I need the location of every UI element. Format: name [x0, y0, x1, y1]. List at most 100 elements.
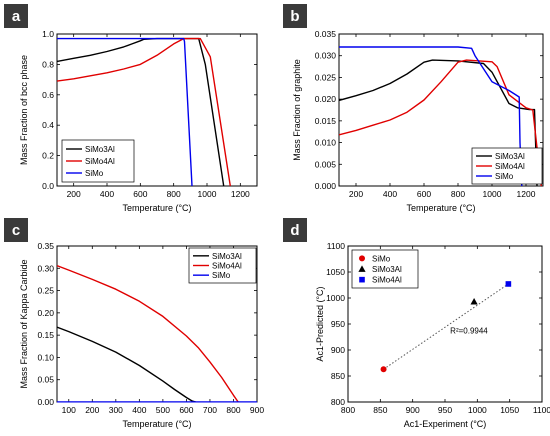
- y-tick-label: 0.30: [37, 263, 54, 273]
- data-point-simo: [380, 366, 387, 373]
- x-tick-label: 100: [62, 405, 76, 415]
- legend-label: SiMo4Al: [85, 157, 115, 166]
- y-tick-label: 0.025: [315, 72, 337, 82]
- y-tick-label: 0.8: [42, 59, 54, 69]
- x-tick-label: 850: [373, 405, 387, 415]
- y-tick-label: 0.010: [315, 138, 337, 148]
- x-axis-label: Temperature (°C): [406, 203, 475, 213]
- y-tick-label: 0.20: [37, 308, 54, 318]
- series-line-simo4al: [57, 37, 231, 187]
- panel-badge: [4, 218, 28, 242]
- x-tick-label: 800: [451, 189, 465, 199]
- legend-label: SiMo4Al: [495, 162, 525, 171]
- series-line-simo3al: [339, 59, 538, 187]
- x-tick-label: 300: [109, 405, 123, 415]
- plot-area: [339, 46, 542, 187]
- y-tick-label: 0.030: [315, 51, 337, 61]
- panel-badge: [283, 4, 307, 28]
- x-tick-label: 600: [179, 405, 193, 415]
- x-tick-label: 700: [203, 405, 217, 415]
- series-line-simo4al: [339, 59, 542, 187]
- x-axis-label: Temperature (°C): [122, 203, 191, 213]
- x-tick-label: 800: [341, 405, 355, 415]
- plot-area: [380, 281, 512, 373]
- panel-label: a: [12, 8, 21, 25]
- y-axis-label: Mass Fraction of bcc phase: [19, 55, 29, 165]
- x-tick-label: 600: [133, 189, 147, 199]
- x-tick-label: 400: [100, 189, 114, 199]
- panel-label: d: [290, 222, 299, 239]
- y-tick-label: 850: [331, 371, 345, 381]
- plot-area: [57, 264, 257, 403]
- x-tick-label: 200: [67, 189, 81, 199]
- x-tick-label: 900: [250, 405, 264, 415]
- x-tick-label: 900: [406, 405, 420, 415]
- y-tick-label: 0.4: [42, 120, 54, 130]
- y-tick-label: 1.0: [42, 29, 54, 39]
- y-tick-label: 0.15: [37, 330, 54, 340]
- plot-frame: [338, 33, 544, 187]
- y-tick-label: 0.00: [37, 397, 54, 407]
- panel-label: b: [290, 8, 299, 25]
- r-squared-annotation: R²=0.9944: [450, 326, 488, 335]
- y-tick-label: 0.10: [37, 352, 54, 362]
- y-tick-label: 900: [331, 345, 345, 355]
- y-tick-label: 1100: [327, 241, 346, 251]
- panel-badge: [283, 218, 307, 242]
- y-tick-label: 0.25: [37, 286, 54, 296]
- legend-label: SiMo3Al: [495, 152, 525, 161]
- y-tick-label: 0.0: [42, 181, 54, 191]
- series-line-simo3al: [57, 326, 196, 403]
- y-tick-label: 0.005: [315, 159, 337, 169]
- y-axis-label: Mass Fraction of Kappa Carbide: [19, 259, 29, 388]
- x-tick-label: 800: [226, 405, 240, 415]
- y-tick-label: 0.035: [315, 29, 337, 39]
- legend-label: SiMo: [212, 271, 231, 280]
- chart-panel-d: d 800 850 900 950 1000 1050 1100 800 850 900 950 100…: [283, 218, 550, 429]
- x-tick-label: 1200: [231, 189, 250, 199]
- chart-panel-a: a 200 400 600 800 1000 1200 0.0 0.2 0.4 0.6 0.8 1.0 T…: [4, 4, 258, 213]
- y-tick-label: 1050: [326, 267, 345, 277]
- x-tick-label: 1000: [198, 189, 217, 199]
- x-tick-label: 200: [349, 189, 363, 199]
- chart-panel-c: c 100 200 300 400 500 600 700 800 900 0.00 0.05 0.10…: [4, 218, 264, 429]
- x-tick-label: 1050: [500, 405, 519, 415]
- series-line-simo4al: [57, 264, 239, 403]
- x-axis-label: Ac1-Experiment (°C): [404, 419, 487, 429]
- data-point-simo3al: [470, 298, 478, 305]
- legend-label: SiMo4Al: [372, 276, 402, 285]
- legend-label: SiMo4Al: [212, 262, 242, 271]
- fit-line: [383, 283, 509, 370]
- legend-label: SiMo3Al: [212, 252, 242, 261]
- y-axis-label: Ac1-Predicted (°C): [315, 286, 325, 361]
- y-tick-label: 1000: [326, 293, 345, 303]
- x-tick-label: 1000: [468, 405, 487, 415]
- y-tick-label: 0.015: [315, 116, 337, 126]
- y-tick-label: 0.35: [37, 241, 54, 251]
- legend-label: SiMo3Al: [372, 265, 402, 274]
- legend-marker: [359, 255, 365, 262]
- y-tick-label: 0.000: [315, 181, 337, 191]
- legend-label: SiMo: [85, 169, 104, 178]
- plot-area: [57, 37, 231, 187]
- x-tick-label: 950: [438, 405, 452, 415]
- y-tick-label: 950: [331, 319, 345, 329]
- panel-label: c: [12, 222, 20, 239]
- y-tick-label: 800: [331, 397, 345, 407]
- data-point-simo4al: [505, 281, 512, 287]
- x-tick-label: 400: [132, 405, 146, 415]
- y-tick-label: 0.6: [42, 90, 54, 100]
- y-tick-label: 0.05: [37, 375, 54, 385]
- legend-marker: [358, 265, 366, 272]
- series-line-simo: [57, 37, 193, 187]
- plot-frame: [56, 33, 258, 187]
- legend-label: SiMo: [372, 254, 391, 263]
- x-axis-label: Temperature (°C): [122, 419, 191, 429]
- x-tick-label: 1000: [483, 189, 502, 199]
- x-tick-label: 200: [85, 405, 99, 415]
- legend: SiMo SiMo3Al SiMo4Al: [351, 249, 419, 289]
